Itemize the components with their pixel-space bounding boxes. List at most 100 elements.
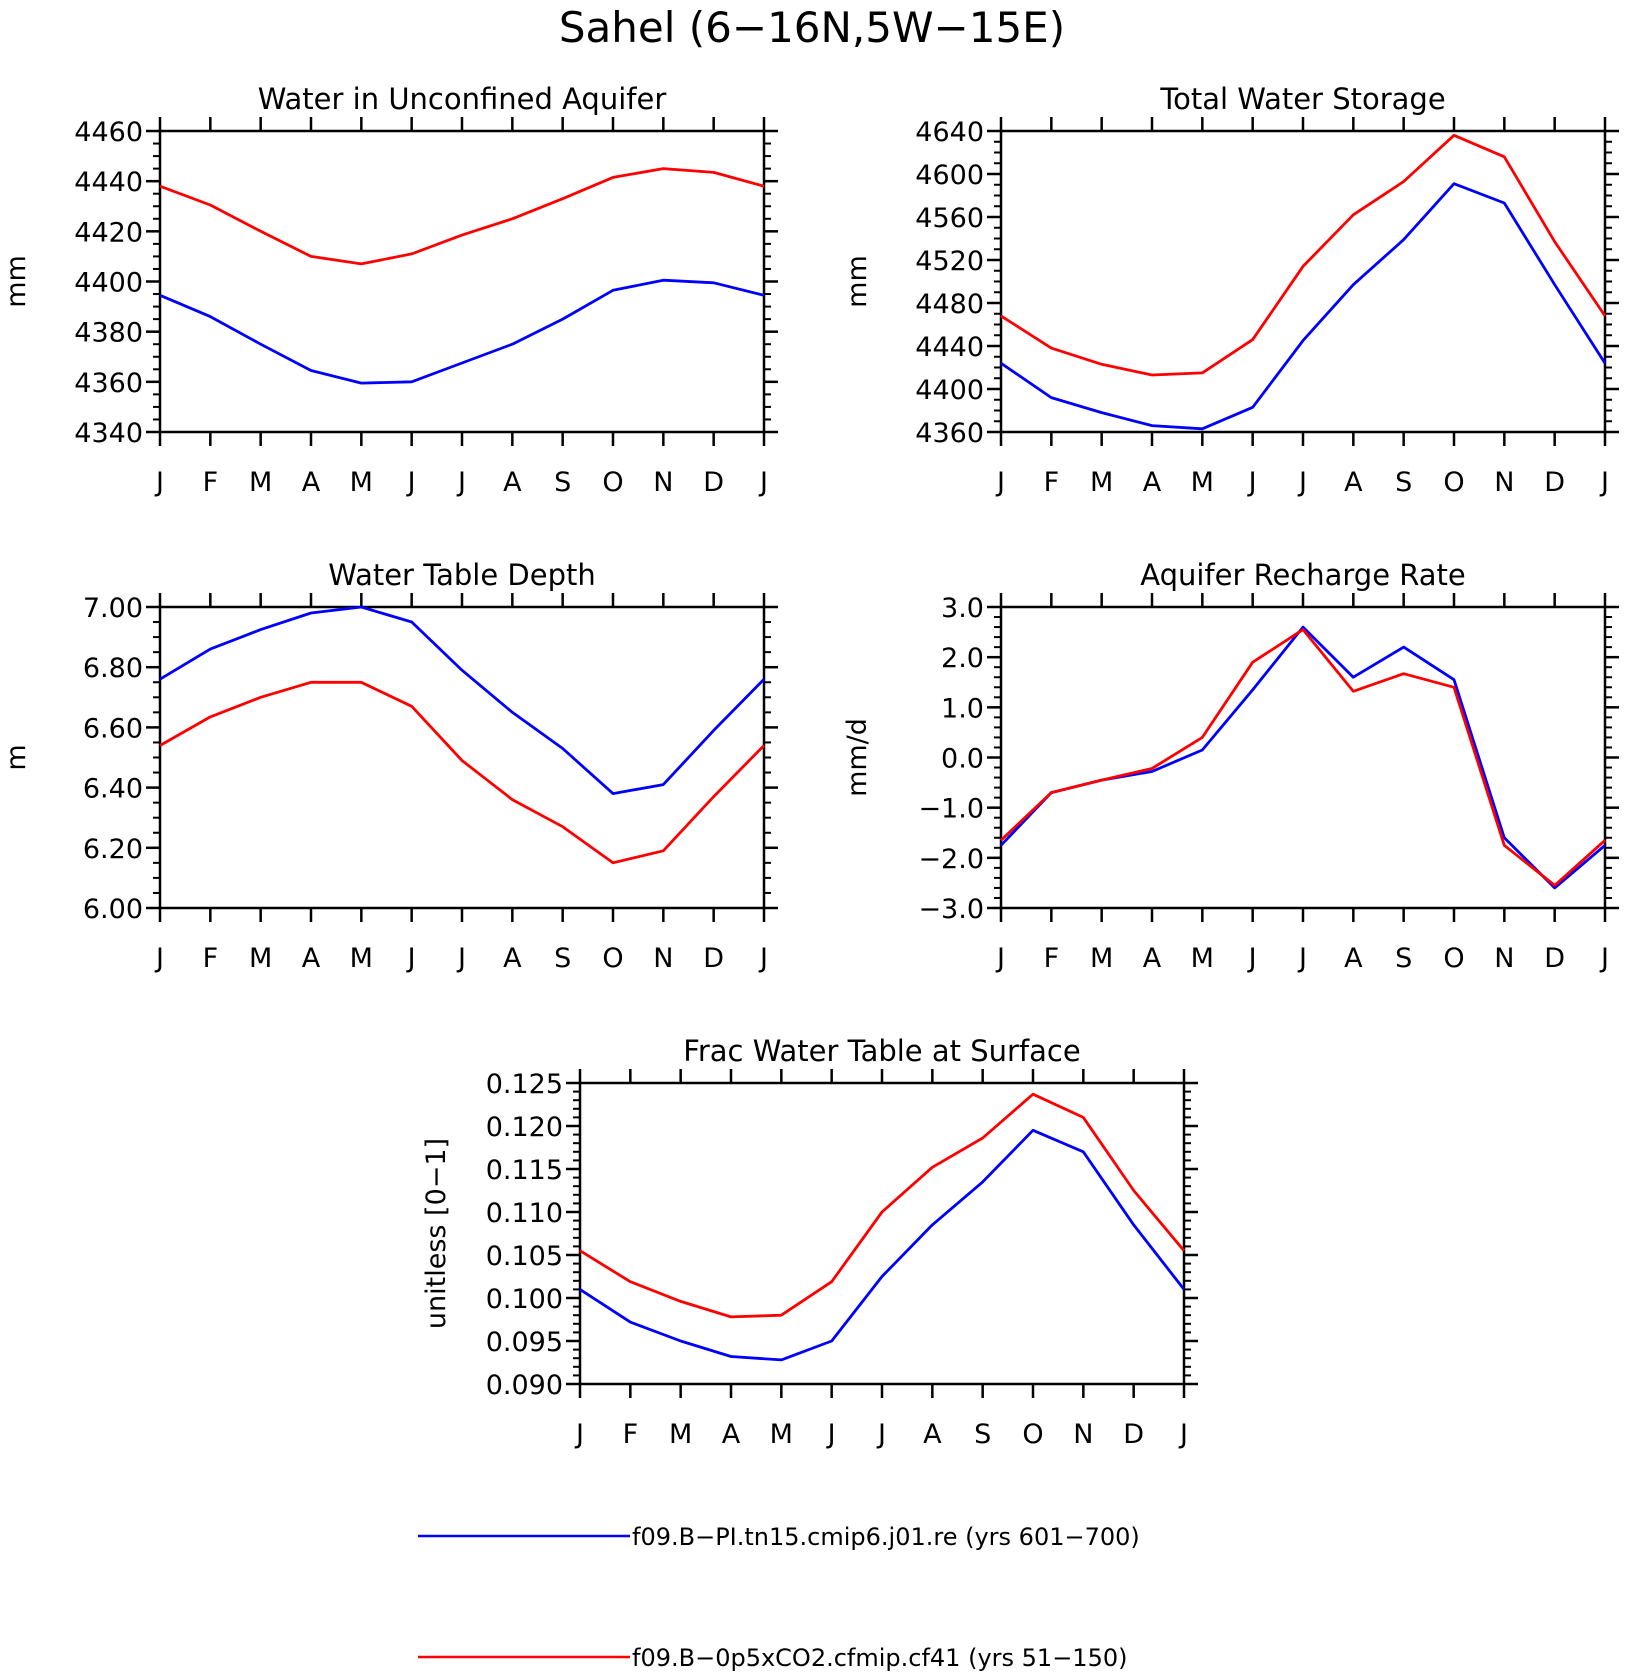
y-tick-label: 0.110 bbox=[486, 1198, 563, 1229]
y-tick-label: 4440 bbox=[915, 332, 984, 363]
series-line-blue bbox=[1000, 182, 1607, 431]
y-tick-label: 4360 bbox=[915, 418, 984, 449]
y-tick-label: 4360 bbox=[74, 368, 143, 399]
y-tick-label: 0.115 bbox=[486, 1155, 563, 1186]
x-tick-label: J bbox=[1297, 943, 1307, 974]
y-tick-label: 4640 bbox=[915, 117, 984, 148]
x-tick-label: A bbox=[503, 943, 522, 974]
x-tick-label: D bbox=[703, 467, 724, 498]
y-axis-label: mm/d bbox=[842, 718, 873, 797]
y-tick-label: 6.80 bbox=[83, 653, 143, 684]
y-tick-label: 6.00 bbox=[83, 894, 143, 925]
y-tick-label: 0.100 bbox=[486, 1284, 563, 1315]
x-tick-label: O bbox=[1022, 1419, 1043, 1450]
x-tick-label: J bbox=[995, 943, 1005, 974]
x-tick-label: M bbox=[1191, 943, 1214, 974]
series-line-blue bbox=[159, 278, 765, 385]
x-tick-label: S bbox=[974, 1419, 991, 1450]
x-tick-label: J bbox=[154, 467, 164, 498]
x-tick-label: O bbox=[1443, 467, 1464, 498]
x-tick-label: J bbox=[1599, 943, 1609, 974]
y-tick-label: 4560 bbox=[915, 203, 984, 234]
y-tick-label: 4340 bbox=[74, 418, 143, 449]
x-tick-label: N bbox=[1494, 467, 1514, 498]
y-tick-label: 6.20 bbox=[83, 834, 143, 865]
series-line-blue bbox=[159, 605, 765, 795]
x-tick-label: J bbox=[826, 1419, 836, 1450]
chart-panels: J F M A M J J A S O N D J434043604380440044204440446… bbox=[1, 82, 1619, 1450]
x-tick-label: F bbox=[203, 943, 219, 974]
chart-water-table-depth: J F M A M J J A S O N D J6.006.206.406.606.807.00Wat… bbox=[1, 558, 778, 974]
x-tick-label: J bbox=[758, 467, 768, 498]
y-tick-label: 6.40 bbox=[83, 774, 143, 805]
x-tick-label: J bbox=[1178, 1419, 1188, 1450]
x-tick-label: M bbox=[249, 943, 272, 974]
x-tick-label: A bbox=[503, 467, 522, 498]
y-tick-label: 0.095 bbox=[486, 1327, 563, 1358]
x-tick-label: S bbox=[1395, 943, 1412, 974]
chart-total-water-storage: J F M A M J J A S O N D J436044004440448045204560460… bbox=[842, 82, 1619, 498]
series-line-red bbox=[1000, 133, 1607, 377]
x-tick-label: J bbox=[154, 943, 164, 974]
y-tick-label: 4400 bbox=[915, 375, 984, 406]
y-tick-label: 4460 bbox=[74, 117, 143, 148]
x-tick-label: F bbox=[203, 467, 219, 498]
panel-title: Aquifer Recharge Rate bbox=[1140, 558, 1466, 592]
x-tick-label: J bbox=[574, 1419, 584, 1450]
plot-frame bbox=[999, 605, 1607, 910]
x-tick-label: J bbox=[1297, 467, 1307, 498]
y-axis-label: mm bbox=[1, 255, 32, 308]
y-tick-label: 0.105 bbox=[486, 1241, 563, 1272]
x-tick-label: O bbox=[1443, 943, 1464, 974]
y-tick-label: 0.090 bbox=[486, 1370, 563, 1401]
y-tick-label: −1.0 bbox=[918, 794, 984, 825]
x-tick-label: J bbox=[456, 943, 466, 974]
y-tick-label: 0.125 bbox=[486, 1069, 563, 1100]
plot-frame bbox=[578, 1081, 1186, 1386]
x-tick-label: O bbox=[602, 467, 623, 498]
x-tick-label: J bbox=[406, 467, 416, 498]
x-tick-label: N bbox=[1494, 943, 1514, 974]
y-tick-label: 4520 bbox=[915, 246, 984, 277]
x-tick-label: J bbox=[995, 467, 1005, 498]
x-tick-label: N bbox=[1073, 1419, 1093, 1450]
x-tick-label: A bbox=[1344, 467, 1363, 498]
x-tick-label: F bbox=[1044, 467, 1060, 498]
legend-label-red: f09.B−0p5xCO2.cfmip.cf41 (yrs 51−150) bbox=[632, 1644, 1127, 1672]
x-tick-label: J bbox=[758, 943, 768, 974]
y-tick-label: 0.120 bbox=[486, 1112, 563, 1143]
x-tick-label: M bbox=[1090, 467, 1113, 498]
panel-title: Total Water Storage bbox=[1159, 82, 1445, 116]
x-tick-label: J bbox=[1599, 467, 1609, 498]
y-tick-label: 6.60 bbox=[83, 713, 143, 744]
x-tick-label: J bbox=[456, 467, 466, 498]
x-tick-label: D bbox=[1544, 467, 1565, 498]
y-axis-label: m bbox=[1, 744, 32, 770]
legend: f09.B−PI.tn15.cmip6.j01.re (yrs 601−700)… bbox=[418, 1523, 1140, 1672]
panel-title: Water Table Depth bbox=[328, 558, 596, 592]
y-tick-label: 4600 bbox=[915, 160, 984, 191]
y-tick-label: 4440 bbox=[74, 167, 143, 198]
x-tick-label: D bbox=[1123, 1419, 1144, 1450]
x-tick-label: M bbox=[669, 1419, 692, 1450]
series-line-blue bbox=[579, 1128, 1186, 1362]
x-tick-label: J bbox=[406, 943, 416, 974]
y-tick-label: 0.0 bbox=[941, 744, 984, 775]
y-tick-label: 4480 bbox=[915, 289, 984, 320]
x-tick-label: N bbox=[653, 943, 673, 974]
y-tick-label: 4380 bbox=[74, 318, 143, 349]
x-tick-label: J bbox=[1247, 467, 1257, 498]
x-tick-label: F bbox=[1044, 943, 1060, 974]
x-tick-label: M bbox=[1090, 943, 1113, 974]
x-tick-label: A bbox=[1143, 467, 1162, 498]
chart-aquifer-recharge-rate: J F M A M J J A S O N D J−3.0−2.0−1.00.01.02.03.0Aqu… bbox=[842, 558, 1619, 974]
x-tick-label: O bbox=[602, 943, 623, 974]
series-line-red bbox=[579, 1092, 1186, 1319]
y-tick-label: −2.0 bbox=[918, 844, 984, 875]
y-tick-label: 3.0 bbox=[941, 593, 984, 624]
y-tick-label: 4400 bbox=[74, 268, 143, 299]
x-tick-label: M bbox=[350, 943, 373, 974]
x-tick-label: D bbox=[703, 943, 724, 974]
x-tick-label: S bbox=[554, 467, 571, 498]
